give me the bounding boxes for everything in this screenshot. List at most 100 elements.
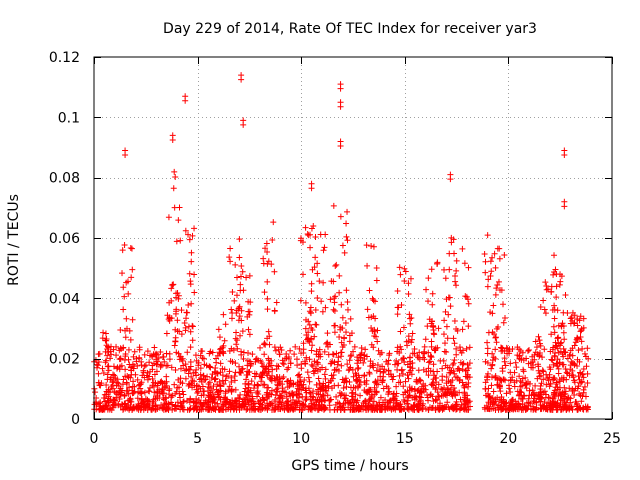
data-point (187, 358, 194, 365)
data-point (460, 360, 467, 367)
data-point (240, 121, 247, 128)
data-point (551, 315, 558, 322)
data-point (349, 389, 356, 396)
data-point (295, 390, 302, 397)
data-point (566, 352, 573, 359)
data-point (305, 403, 312, 410)
data-point (514, 344, 521, 351)
data-point (107, 405, 114, 412)
data-point (430, 368, 437, 375)
data-point (126, 384, 133, 391)
data-point (226, 383, 233, 390)
x-axis-title: GPS time / hours (291, 458, 408, 474)
data-point (423, 286, 430, 293)
data-point (211, 399, 218, 406)
data-point (189, 232, 196, 239)
data-point (369, 328, 376, 335)
data-point (100, 395, 107, 402)
data-point (342, 400, 349, 407)
data-point (360, 359, 367, 366)
data-point (465, 264, 472, 271)
data-point (158, 362, 165, 369)
data-point (245, 298, 252, 305)
data-point (177, 237, 184, 244)
data-point (105, 398, 112, 405)
data-point (432, 346, 439, 353)
data-point (227, 245, 234, 252)
data-point (177, 394, 184, 401)
data-point (254, 393, 261, 400)
data-point (552, 266, 559, 273)
data-point (194, 390, 201, 397)
data-point (276, 351, 283, 358)
data-point (460, 406, 467, 413)
data-point (492, 396, 499, 403)
data-point (233, 341, 240, 348)
data-point (290, 380, 297, 387)
data-point (176, 356, 183, 363)
data-point (138, 390, 145, 397)
data-point (350, 348, 357, 355)
data-point (346, 378, 353, 385)
data-point (202, 376, 209, 383)
data-point (200, 399, 207, 406)
data-point (125, 346, 132, 353)
data-point (127, 244, 134, 251)
data-point (187, 344, 194, 351)
data-point (211, 376, 218, 383)
data-point (120, 376, 127, 383)
data-point (271, 268, 278, 275)
data-point (560, 393, 567, 400)
data-point (174, 289, 181, 296)
data-point (396, 402, 403, 409)
data-point (485, 399, 492, 406)
data-point (185, 366, 192, 373)
data-point (317, 231, 324, 238)
data-point (559, 320, 566, 327)
data-point (138, 362, 145, 369)
data-point (264, 384, 271, 391)
data-point (99, 365, 106, 372)
data-point (313, 351, 320, 358)
data-point (200, 355, 207, 362)
data-point (264, 295, 271, 302)
data-point (189, 337, 196, 344)
data-point (357, 352, 364, 359)
data-point (302, 224, 309, 231)
data-point (406, 354, 413, 361)
data-point (451, 317, 458, 324)
data-point (561, 336, 568, 343)
data-point (350, 373, 357, 380)
data-point (404, 388, 411, 395)
data-point (253, 355, 260, 362)
data-point (466, 374, 473, 381)
data-point (237, 402, 244, 409)
data-point (344, 306, 351, 313)
data-point (492, 264, 499, 271)
data-point (96, 350, 103, 357)
data-point (453, 398, 460, 405)
data-point (311, 401, 318, 408)
data-point (117, 355, 124, 362)
data-point (181, 367, 188, 374)
data-point (374, 338, 381, 345)
data-point (248, 360, 255, 367)
data-point (348, 352, 355, 359)
data-point (385, 391, 392, 398)
data-point (313, 381, 320, 388)
data-point (237, 281, 244, 288)
data-point (327, 360, 334, 367)
data-point (192, 369, 199, 376)
data-point (395, 379, 402, 386)
data-point (576, 390, 583, 397)
data-point (172, 174, 179, 181)
data-point (142, 405, 149, 412)
data-point (209, 371, 216, 378)
data-point (109, 371, 116, 378)
data-point (157, 349, 164, 356)
data-point (569, 386, 576, 393)
y-tick-label: 0 (71, 412, 80, 428)
data-point (174, 317, 181, 324)
data-point (246, 311, 253, 318)
data-point (101, 391, 108, 398)
